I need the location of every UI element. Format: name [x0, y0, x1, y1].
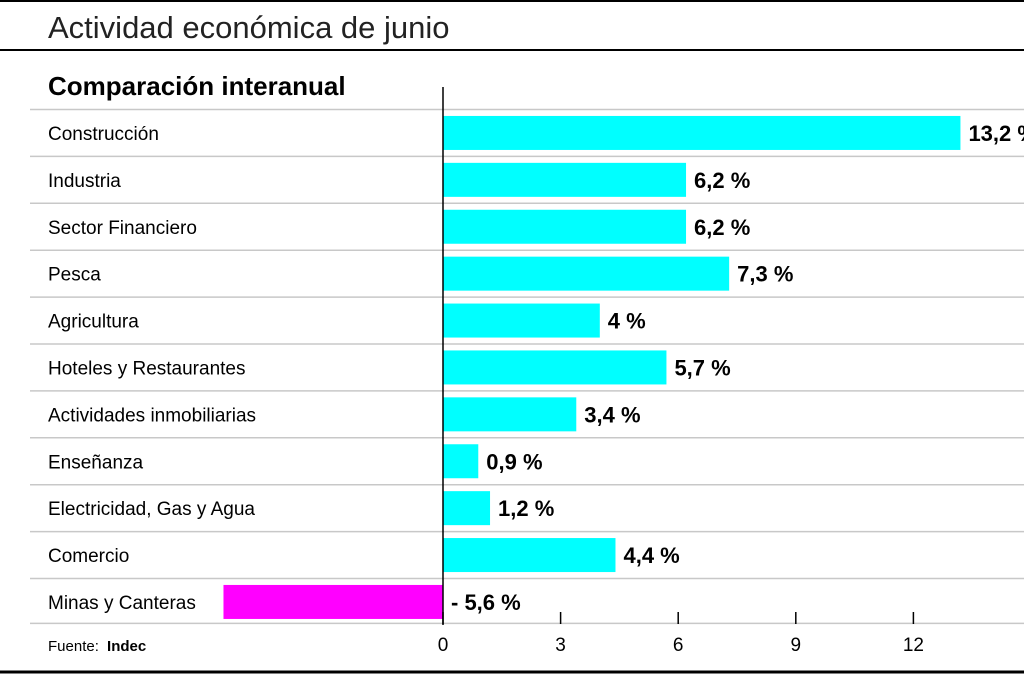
category-label: Pesca: [48, 265, 101, 286]
chart-subtitle: Comparación interanual: [48, 71, 346, 101]
source-label: Fuente:: [48, 638, 99, 655]
value-label: 5,7 %: [674, 355, 730, 380]
source-value: Indec: [107, 638, 146, 655]
category-label: Electricidad, Gas y Agua: [48, 499, 255, 520]
bar: [223, 585, 443, 619]
bars: [223, 116, 960, 619]
x-tick-label: 6: [673, 635, 684, 656]
x-tick-label: 9: [791, 635, 802, 656]
bar: [443, 491, 490, 525]
bar: [443, 350, 666, 384]
value-label: 1,2 %: [498, 496, 554, 521]
category-label: Comercio: [48, 546, 129, 567]
bar: [443, 304, 600, 338]
chart-title: Actividad económica de junio: [48, 10, 450, 45]
category-label: Industria: [48, 171, 121, 192]
bar: [443, 538, 615, 572]
x-tick-label: 0: [438, 635, 449, 656]
category-label: Hoteles y Restaurantes: [48, 358, 246, 379]
bar: [443, 257, 729, 291]
x-tick-label: 3: [555, 635, 566, 656]
value-label: 13,2 %: [968, 121, 1024, 146]
value-label: - 5,6 %: [451, 590, 521, 615]
bar: [443, 397, 576, 431]
value-label: 6,2 %: [694, 168, 750, 193]
value-label: 6,2 %: [694, 215, 750, 240]
value-label: 7,3 %: [737, 262, 793, 287]
category-label: Actividades inmobiliarias: [48, 405, 256, 426]
bar: [443, 444, 478, 478]
category-label: Minas y Canteras: [48, 593, 196, 614]
bar: [443, 116, 960, 150]
bar: [443, 210, 686, 244]
value-label: 4 %: [608, 309, 646, 334]
value-label: 4,4 %: [623, 543, 679, 568]
category-label: Construcción: [48, 124, 159, 145]
x-tick-label: 12: [903, 635, 924, 656]
source-note: Fuente: Indec: [48, 638, 146, 655]
category-label: Enseñanza: [48, 452, 144, 473]
value-label: 0,9 %: [486, 449, 542, 474]
category-label: Agricultura: [48, 312, 139, 333]
category-label: Sector Financiero: [48, 218, 197, 239]
bar: [443, 163, 686, 197]
value-label: 3,4 %: [584, 402, 640, 427]
